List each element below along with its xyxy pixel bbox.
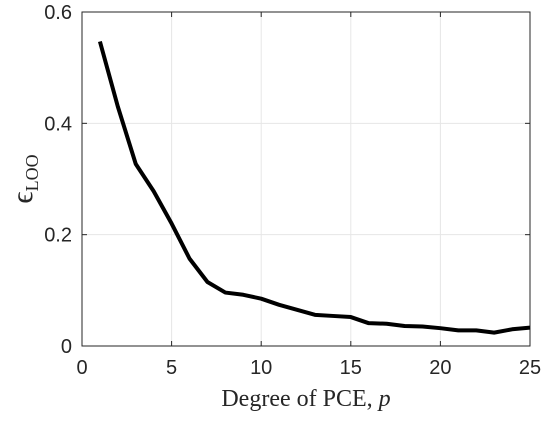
y-tick-label: 0 bbox=[61, 336, 72, 358]
data-point bbox=[99, 41, 100, 42]
y-axis-label-subscript: LOO bbox=[22, 154, 42, 191]
data-point bbox=[530, 327, 531, 328]
data-point bbox=[297, 309, 298, 310]
data-point bbox=[440, 328, 441, 329]
x-axis-label-variable: p bbox=[377, 386, 391, 412]
series-line bbox=[97, 40, 531, 335]
data-point bbox=[135, 163, 136, 164]
data-point bbox=[314, 314, 315, 315]
y-tick-label: 0.4 bbox=[44, 113, 72, 135]
x-tick-label: 5 bbox=[166, 357, 177, 379]
series-layer bbox=[97, 40, 531, 335]
data-point bbox=[368, 323, 369, 324]
data-point bbox=[207, 281, 208, 282]
y-tick-label: 0.6 bbox=[44, 2, 72, 24]
data-point bbox=[512, 329, 513, 330]
data-point bbox=[117, 106, 118, 107]
data-point bbox=[350, 317, 351, 318]
data-point bbox=[332, 315, 333, 316]
x-tick-label: 15 bbox=[340, 357, 362, 379]
x-tick-label: 10 bbox=[250, 357, 272, 379]
data-point bbox=[153, 191, 154, 192]
data-point bbox=[386, 323, 387, 324]
y-axis-label: ϵLOO bbox=[6, 154, 42, 203]
data-point bbox=[189, 258, 190, 259]
data-point bbox=[261, 298, 262, 299]
x-axis-label: Degree of PCE, p bbox=[221, 386, 390, 412]
plot-frame bbox=[81, 11, 531, 347]
data-point bbox=[476, 330, 477, 331]
data-point bbox=[458, 330, 459, 331]
data-point bbox=[171, 223, 172, 224]
data-point bbox=[404, 325, 405, 326]
data-point bbox=[279, 304, 280, 305]
ticks: 0 5 10 15 20 25 0 0.2 0.4 0.6 bbox=[44, 2, 541, 379]
x-axis-label-text: Degree of PCE, bbox=[221, 386, 378, 412]
grid bbox=[82, 12, 530, 346]
x-tick-label: 20 bbox=[429, 357, 451, 379]
y-tick-label: 0.2 bbox=[44, 225, 72, 247]
data-point bbox=[225, 292, 226, 293]
data-point bbox=[422, 326, 423, 327]
x-tick-label: 0 bbox=[76, 357, 87, 379]
x-tick-label: 25 bbox=[519, 357, 541, 379]
data-point bbox=[243, 294, 244, 295]
data-point bbox=[494, 332, 495, 333]
y-axis-label-symbol: ϵ bbox=[6, 191, 39, 203]
